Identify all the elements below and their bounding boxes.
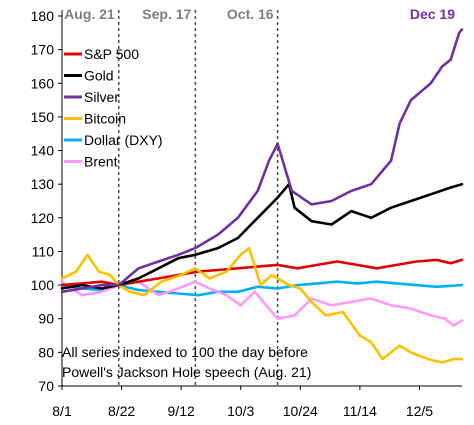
legend: S&P 500 Gold Silver Bitcoin Dollar (DXY) Bren… xyxy=(64,46,163,170)
x-tick-label: 8/22 xyxy=(108,403,135,419)
y-tick-label: 130 xyxy=(31,176,55,192)
event-label: Aug. 21 xyxy=(64,6,115,22)
x-tick-label: 9/12 xyxy=(168,403,195,419)
note-line: Powell's Jackson Hole speech (Aug. 21) xyxy=(62,364,311,380)
end-date-label: Dec 19 xyxy=(410,6,455,22)
series-line-gold xyxy=(60,182,464,290)
y-tick-label: 100 xyxy=(31,277,55,293)
y-tick-label: 160 xyxy=(31,75,55,91)
series-line-s-p-500 xyxy=(60,258,464,287)
x-tick-label: 10/24 xyxy=(283,403,318,419)
y-tick-label: 140 xyxy=(31,143,55,159)
y-tick-label: 70 xyxy=(38,378,54,394)
y-tick-label: 170 xyxy=(31,42,55,58)
x-tick-label: 12/5 xyxy=(406,403,433,419)
event-lines: Aug. 21 Sep. 17 Oct. 16 Dec 19 xyxy=(64,6,455,386)
legend-label-gold: Gold xyxy=(84,68,114,84)
y-tick-label: 150 xyxy=(31,109,55,125)
y-tick-label: 120 xyxy=(31,210,55,226)
y-tick-label: 80 xyxy=(38,344,54,360)
legend-label-brent: Brent xyxy=(84,154,118,170)
chart-note: All series indexed to 100 the day before… xyxy=(62,344,311,380)
x-tick-label: 10/3 xyxy=(227,403,254,419)
legend-label-bitcoin: Bitcoin xyxy=(84,111,126,127)
event-label: Sep. 17 xyxy=(142,6,191,22)
series-lines xyxy=(60,28,464,364)
x-tick-label: 8/1 xyxy=(52,403,72,419)
legend-label-dollar-dxy: Dollar (DXY) xyxy=(84,132,163,148)
y-tick-label: 110 xyxy=(32,243,55,259)
series-line-silver xyxy=(60,28,464,294)
x-tick-label: 11/14 xyxy=(343,403,377,419)
series-line-dollar-dxy xyxy=(60,280,464,297)
axes: 70 80 90 100 110 120 130 140 150 160 170 180 8/1 8/22… xyxy=(31,8,462,419)
legend-label-s-p-500: S&P 500 xyxy=(84,46,139,62)
y-tick-label: 90 xyxy=(38,311,54,327)
y-tick-label: 180 xyxy=(31,8,55,24)
legend-label-silver: Silver xyxy=(84,89,119,105)
note-line: All series indexed to 100 the day before xyxy=(62,344,308,360)
event-label: Oct. 16 xyxy=(227,6,274,22)
